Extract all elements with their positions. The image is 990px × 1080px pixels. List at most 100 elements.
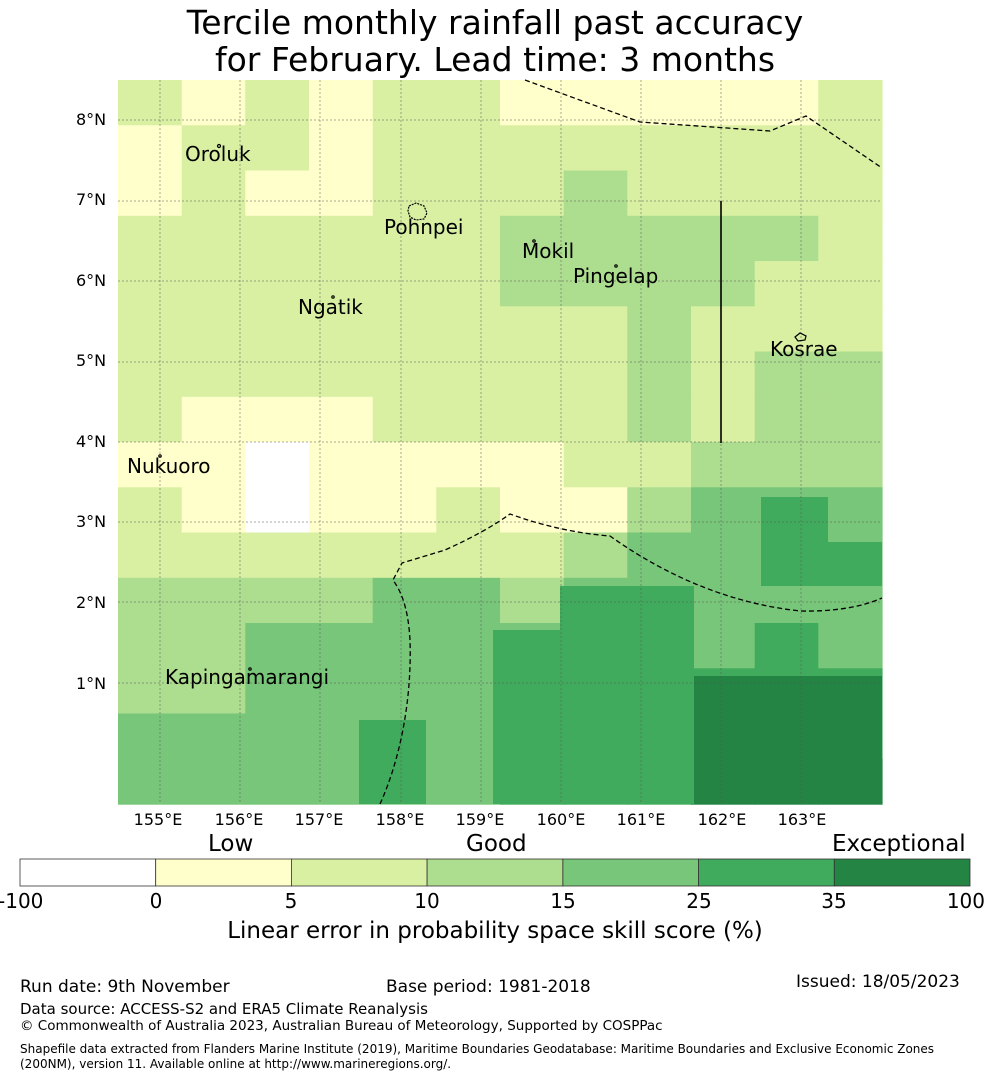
skill-cell: [818, 306, 883, 353]
category-exceptional: Exceptional: [832, 831, 966, 857]
skill-cell: [118, 532, 183, 579]
skill-cell: [500, 170, 565, 217]
skill-cell: [627, 170, 692, 217]
skill-cell: [691, 351, 756, 398]
skill-cell: [372, 668, 437, 715]
nukuoro-atoll: [158, 454, 162, 458]
skill-cell: [691, 215, 756, 262]
skill-cell: [436, 170, 501, 217]
skill-cell: [563, 396, 628, 443]
mokil-atoll: [532, 239, 536, 243]
skill-cell: [627, 351, 692, 398]
skill-cell: [118, 396, 183, 443]
skill-cell: [436, 442, 501, 488]
skill-cell: [754, 351, 819, 398]
skill-cell: [245, 487, 310, 534]
skill-cell: [563, 487, 628, 534]
skill-cell: [309, 487, 374, 534]
skill-cell: [818, 758, 883, 805]
skill-cell: [309, 577, 374, 624]
skill-cell: [181, 215, 246, 262]
skill-cell: [818, 125, 883, 172]
colorbar: [19, 858, 971, 887]
ngatik-atoll: [331, 295, 335, 299]
lat-label-7n: 7°N: [76, 190, 107, 209]
skill-cell: [118, 215, 183, 262]
skill-cell: [245, 261, 310, 307]
label-pingelap: Pingelap: [573, 264, 658, 288]
skill-cell: [560, 586, 694, 804]
skill-cell: [436, 623, 501, 669]
skill-cell: [436, 351, 501, 398]
skill-cell: [245, 532, 310, 579]
skill-cell: [500, 80, 565, 126]
skill-cell: [436, 396, 501, 443]
skill-cell: [563, 125, 628, 172]
skill-cell: [118, 261, 183, 307]
label-ngatik: Ngatik: [298, 295, 363, 319]
category-good: Good: [466, 831, 527, 857]
skill-cell: [372, 125, 437, 172]
skill-cell: [754, 396, 819, 443]
skill-cell: [118, 442, 183, 488]
cb-tick-5: 5: [284, 889, 298, 913]
skill-cell: [181, 442, 246, 488]
skill-cell: [563, 442, 628, 488]
skill-cell: [691, 261, 756, 307]
skill-cell: [118, 80, 183, 126]
skill-cell: [309, 532, 374, 579]
skill-cell: [500, 396, 565, 443]
cb-tick-0: 0: [149, 889, 163, 913]
skill-cell: [245, 713, 310, 760]
skill-cell: [181, 623, 246, 669]
colorbar-segment: [19, 858, 157, 887]
skill-cell: [309, 351, 374, 398]
skill-cell: [500, 261, 565, 307]
skill-cell: [627, 487, 692, 534]
skill-cell: [754, 80, 819, 126]
lat-label-1n: 1°N: [76, 674, 107, 693]
skill-cell: [372, 170, 437, 217]
colorbar-segment: [290, 858, 428, 887]
skill-cell: [245, 577, 310, 624]
skill-cell: [563, 80, 628, 126]
skill-cell: [118, 306, 183, 353]
skill-cell: [691, 623, 756, 669]
skill-cell: [372, 351, 437, 398]
lon-label-161e: 161°E: [616, 810, 666, 829]
issued-date: Issued: 18/05/2023: [796, 972, 960, 992]
skill-cell: [372, 215, 437, 262]
skill-cell: [245, 442, 310, 488]
skill-cell: [436, 758, 501, 805]
skill-cell: [309, 623, 374, 669]
skill-cell: [818, 442, 883, 488]
eez-boundary-north: [524, 79, 883, 169]
skill-cell: [754, 623, 819, 669]
skill-cell: [691, 170, 756, 217]
skill-cell: [818, 487, 883, 534]
lon-label-156e: 156°E: [214, 810, 264, 829]
skill-cell: [691, 577, 756, 624]
oroluk-atoll: [216, 143, 222, 149]
skill-cell: [245, 351, 310, 398]
skill-cell: [500, 532, 565, 579]
skill-cell: [691, 306, 756, 353]
skill-cell: [181, 713, 246, 760]
eez-boundaries: [379, 79, 883, 805]
lat-label-5n: 5°N: [76, 351, 107, 370]
skill-cell: [818, 351, 883, 398]
skill-cell: [181, 351, 246, 398]
pingelap-atoll: [614, 264, 618, 268]
skill-cell: [500, 125, 565, 172]
lat-label-4n: 4°N: [76, 432, 107, 451]
skill-cell: [181, 758, 246, 805]
island-outlines: [158, 143, 807, 671]
cb-tick-10: 10: [414, 889, 440, 913]
skill-cell: [309, 215, 374, 262]
skill-cell: [372, 623, 437, 669]
cb-tick-15: 15: [550, 889, 576, 913]
skill-cell: [118, 351, 183, 398]
lon-label-162e: 162°E: [697, 810, 747, 829]
skill-cell: [627, 532, 692, 579]
skill-cell: [500, 487, 565, 534]
